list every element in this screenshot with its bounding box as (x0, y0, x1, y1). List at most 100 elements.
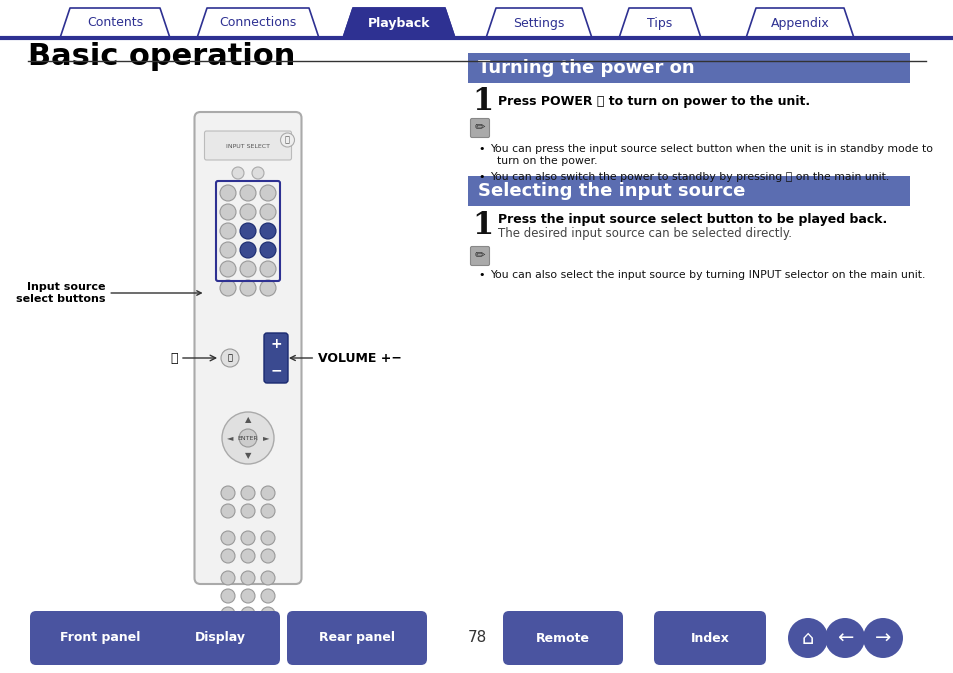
Text: Selecting the input source: Selecting the input source (477, 182, 744, 200)
Circle shape (241, 607, 254, 621)
Circle shape (260, 261, 275, 277)
Circle shape (220, 242, 235, 258)
Circle shape (252, 167, 264, 179)
Text: ✏: ✏ (475, 250, 485, 262)
FancyBboxPatch shape (502, 611, 622, 665)
Circle shape (824, 618, 864, 658)
Text: +: + (270, 337, 281, 351)
Text: Settings: Settings (513, 17, 564, 30)
Circle shape (240, 280, 255, 296)
FancyBboxPatch shape (654, 611, 765, 665)
Text: ✏: ✏ (475, 122, 485, 135)
Circle shape (221, 589, 234, 603)
Text: Rear panel: Rear panel (318, 631, 395, 645)
Text: −: − (270, 363, 281, 377)
Text: ◄: ◄ (227, 433, 233, 443)
FancyBboxPatch shape (30, 611, 170, 665)
Text: Index: Index (690, 631, 729, 645)
Polygon shape (618, 8, 700, 38)
Circle shape (220, 261, 235, 277)
Circle shape (221, 607, 234, 621)
Text: Turning the power on: Turning the power on (477, 59, 694, 77)
Text: INPUT SELECT: INPUT SELECT (226, 143, 270, 149)
Text: Contents: Contents (87, 17, 143, 30)
Circle shape (221, 486, 234, 500)
FancyBboxPatch shape (264, 333, 288, 383)
Circle shape (220, 280, 235, 296)
Circle shape (240, 223, 255, 239)
Text: ►: ► (262, 433, 269, 443)
Circle shape (232, 167, 244, 179)
Circle shape (280, 133, 294, 147)
Text: ▲: ▲ (245, 415, 251, 425)
Text: 🔇: 🔇 (171, 351, 178, 365)
Circle shape (241, 589, 254, 603)
Circle shape (260, 242, 275, 258)
Text: Remote: Remote (536, 631, 589, 645)
Text: Front panel: Front panel (60, 631, 140, 645)
FancyBboxPatch shape (204, 131, 292, 160)
Circle shape (241, 571, 254, 585)
Circle shape (241, 504, 254, 518)
Text: Display: Display (194, 631, 245, 645)
FancyBboxPatch shape (470, 246, 489, 266)
Circle shape (221, 504, 234, 518)
Text: 1: 1 (472, 209, 493, 240)
Text: 1: 1 (472, 87, 493, 118)
Text: ⌂: ⌂ (801, 629, 813, 647)
Text: You can press the input source select button when the unit is in standby mode to: You can press the input source select bu… (490, 144, 932, 166)
Text: Tips: Tips (647, 17, 672, 30)
Circle shape (261, 504, 274, 518)
Circle shape (261, 486, 274, 500)
Circle shape (261, 549, 274, 563)
Text: ▼: ▼ (245, 452, 251, 460)
Text: ENTER: ENTER (237, 435, 258, 441)
Text: 🔇: 🔇 (227, 353, 233, 363)
Circle shape (221, 571, 234, 585)
Text: Connections: Connections (219, 17, 296, 30)
Circle shape (261, 589, 274, 603)
Text: Playback: Playback (367, 17, 430, 30)
Text: The desired input source can be selected directly.: The desired input source can be selected… (497, 227, 791, 240)
Text: ←: ← (836, 629, 852, 647)
Circle shape (240, 204, 255, 220)
Circle shape (241, 486, 254, 500)
Circle shape (240, 242, 255, 258)
Text: →: → (874, 629, 890, 647)
Text: •: • (478, 172, 485, 182)
Circle shape (220, 223, 235, 239)
Circle shape (260, 185, 275, 201)
FancyBboxPatch shape (287, 611, 427, 665)
Circle shape (221, 349, 239, 367)
Text: •: • (478, 144, 485, 154)
Circle shape (260, 204, 275, 220)
Text: You can also select the input source by turning INPUT selector on the main unit.: You can also select the input source by … (490, 270, 924, 280)
Circle shape (261, 607, 274, 621)
Circle shape (220, 185, 235, 201)
Circle shape (261, 571, 274, 585)
Circle shape (241, 531, 254, 545)
Circle shape (261, 531, 274, 545)
Circle shape (240, 185, 255, 201)
Circle shape (787, 618, 827, 658)
Polygon shape (60, 8, 170, 38)
Text: •: • (478, 270, 485, 280)
Circle shape (862, 618, 902, 658)
FancyBboxPatch shape (468, 53, 909, 83)
Circle shape (221, 549, 234, 563)
Text: 78: 78 (467, 631, 486, 645)
Polygon shape (196, 8, 318, 38)
Circle shape (241, 549, 254, 563)
FancyBboxPatch shape (160, 611, 280, 665)
Circle shape (239, 429, 256, 447)
FancyBboxPatch shape (468, 176, 909, 206)
Text: Basic operation: Basic operation (28, 42, 295, 71)
Text: Press POWER ⏻ to turn on power to the unit.: Press POWER ⏻ to turn on power to the un… (497, 96, 809, 108)
Circle shape (220, 204, 235, 220)
Polygon shape (485, 8, 592, 38)
Circle shape (222, 412, 274, 464)
FancyBboxPatch shape (470, 118, 489, 137)
Polygon shape (343, 8, 455, 38)
Text: Input source
select buttons: Input source select buttons (16, 282, 201, 304)
FancyBboxPatch shape (194, 112, 301, 584)
